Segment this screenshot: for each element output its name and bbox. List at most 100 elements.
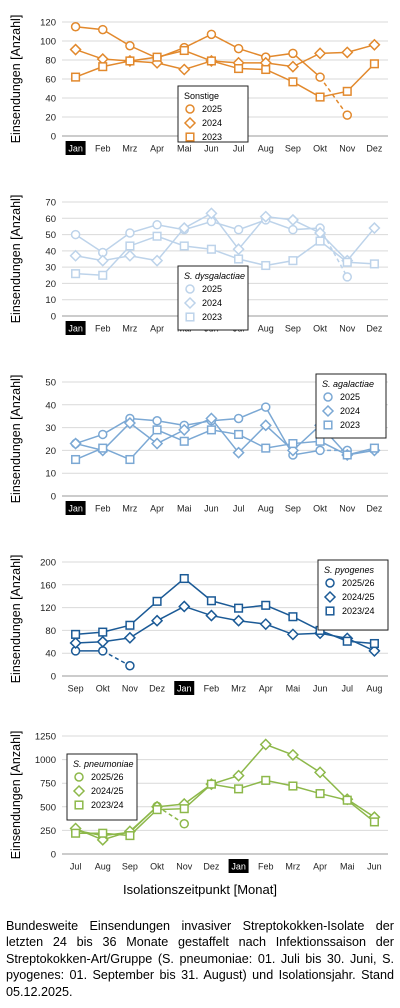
legend: Sonstige 2025 2024 2023 (177, 85, 249, 143)
y-tick-label: 1000 (35, 755, 56, 766)
series-dashed-line-2025 (319, 76, 348, 116)
legend-marker (325, 606, 335, 616)
legend-title: S. pneumoniae (73, 759, 134, 769)
data-point (342, 795, 352, 805)
data-point (286, 213, 299, 226)
x-tick-label: Aug (258, 324, 274, 334)
data-point (98, 627, 108, 637)
data-point (342, 272, 352, 282)
x-tick-highlight (174, 681, 195, 695)
data-point (369, 443, 379, 453)
legend-marker (185, 312, 195, 322)
data-point (234, 429, 244, 439)
legend-label: 2023/24 (342, 606, 375, 616)
data-point (152, 220, 162, 230)
data-point (152, 231, 162, 241)
x-tick-label: Mrz (122, 144, 137, 154)
x-tick-label: Apr (313, 862, 327, 872)
data-point (71, 454, 81, 465)
legend-marker (323, 392, 333, 402)
data-point (315, 445, 325, 456)
x-tick-label: Apr (150, 504, 164, 514)
x-tick-label: Dez (366, 324, 383, 334)
legend-marker (321, 404, 335, 418)
x-tick-label: Nov (122, 684, 139, 694)
data-point (70, 22, 81, 32)
data-point (98, 270, 108, 280)
x-tick-label: Dez (366, 144, 383, 154)
x-tick-label: Jan (68, 324, 83, 334)
data-point (69, 636, 82, 650)
x-tick-label: Sep (285, 504, 301, 514)
data-point (98, 429, 108, 440)
data-point (368, 221, 381, 235)
legend-label: 2025/26 (91, 772, 124, 782)
legend-label: 2025/26 (342, 578, 375, 588)
x-tick-label: Feb (204, 684, 220, 694)
y-axis-title: Einsendungen [Anzahl] (9, 15, 23, 144)
x-tick-label: Jul (233, 144, 245, 154)
y-tick-label: 0 (51, 672, 56, 683)
data-point (125, 620, 135, 630)
data-point (69, 249, 82, 262)
data-point (206, 29, 217, 40)
x-tick-label: Apr (259, 684, 273, 694)
data-point (286, 748, 299, 761)
data-point (368, 38, 381, 51)
data-point (123, 416, 136, 430)
data-point (125, 454, 135, 465)
legend-title: Sonstige (184, 91, 219, 101)
y-tick-label: 10 (45, 295, 56, 306)
x-tick-label: Jan (68, 144, 83, 154)
x-tick-label: Jun (204, 504, 219, 514)
x-tick-highlight (228, 859, 249, 873)
series-dashed-line-2025 (319, 227, 348, 278)
x-tick-label: Nov (339, 324, 356, 334)
data-point (152, 425, 162, 435)
chart-5: 0 250 500 750 1000 1250 Einsendungen [Anzahl] J… (9, 731, 388, 873)
y-tick-label: 40 (45, 649, 56, 660)
y-tick-label: 40 (45, 400, 56, 411)
data-point (151, 614, 164, 627)
data-point (69, 43, 82, 56)
x-tick-label: Jan (68, 504, 83, 514)
data-point (261, 443, 271, 453)
y-tick-label: 160 (40, 580, 56, 591)
data-point (315, 72, 325, 82)
y-tick-label: 1250 (35, 732, 56, 743)
data-point (315, 789, 325, 799)
data-point (71, 72, 81, 82)
legend-label: 2023 (202, 312, 222, 322)
legend: S. dysgalactiae 2025 2024 2023 (177, 265, 249, 331)
data-point (259, 419, 272, 432)
series-dashed-line-2025/26 (102, 650, 131, 667)
data-point (315, 92, 325, 102)
data-point (288, 781, 298, 791)
legend-marker (74, 800, 84, 810)
series-dashed-line-2025/26 (156, 805, 185, 825)
data-point (125, 241, 135, 251)
y-axis-title: Einsendungen [Anzahl] (9, 375, 23, 504)
data-point (205, 207, 218, 220)
data-point (125, 41, 135, 51)
x-tick-label: Feb (95, 504, 111, 514)
data-point (233, 43, 244, 54)
data-point (261, 260, 271, 271)
data-point (179, 573, 189, 584)
legend: S. pneumoniae 2025/26 2024/25 2023/24 (66, 753, 138, 821)
data-point (152, 52, 162, 62)
x-tick-label: Nov (339, 144, 356, 154)
data-point (178, 423, 191, 436)
x-tick-label: Jan (231, 862, 246, 872)
legend: S. agalactiae 2025 2024 2023 (315, 373, 387, 439)
data-point (232, 446, 245, 459)
data-point (233, 413, 244, 424)
x-tick-label: Mrz (285, 862, 300, 872)
x-tick-label: Aug (258, 504, 274, 514)
x-tick-label: Apr (150, 324, 164, 334)
data-point (206, 596, 216, 606)
x-tick-label: Feb (95, 324, 111, 334)
data-point (234, 784, 244, 794)
legend: S. pyogenes 2025/26 2024/25 2023/24 (317, 559, 389, 631)
y-tick-label: 40 (45, 94, 56, 105)
